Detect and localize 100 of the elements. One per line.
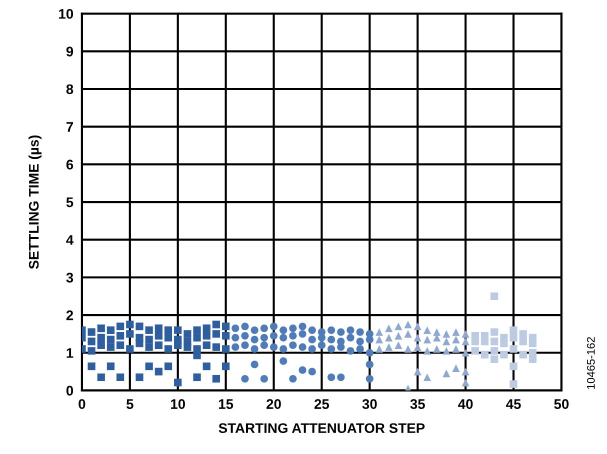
point: [432, 328, 441, 336]
x-tick-label: 15: [218, 399, 234, 409]
point: [337, 343, 345, 351]
point: [404, 345, 412, 353]
point: [260, 324, 268, 332]
point: [528, 355, 537, 363]
x-tick-label: 40: [458, 399, 473, 409]
x-tick-label: 20: [266, 399, 281, 409]
point: [510, 362, 518, 370]
point: [356, 345, 364, 353]
point: [308, 326, 316, 334]
point: [462, 338, 470, 346]
point: [346, 347, 354, 355]
point: [241, 374, 249, 383]
point: [366, 336, 374, 344]
point: [308, 345, 316, 353]
y-tick-label: 2: [66, 310, 74, 320]
point: [385, 324, 393, 332]
y-tick-label: 1: [66, 348, 74, 358]
x-tick-label: 25: [314, 399, 330, 409]
point: [250, 345, 258, 353]
point: [375, 345, 384, 353]
point: [250, 326, 258, 334]
x-axis-title: STARTING ATTENUATOR STEP: [218, 423, 425, 434]
point: [471, 338, 479, 346]
point: [327, 336, 336, 344]
point: [280, 357, 288, 365]
point: [289, 324, 297, 332]
point: [452, 336, 460, 344]
point: [528, 340, 537, 348]
text: 10465-162: [586, 337, 595, 389]
point: [250, 336, 258, 344]
point: [327, 373, 336, 382]
point: [394, 341, 402, 350]
point: [346, 326, 354, 334]
y-tick-label: 3: [66, 272, 74, 283]
point: [452, 364, 460, 372]
point: [250, 360, 258, 368]
x-tick-label: 0: [78, 399, 86, 409]
point: [337, 328, 345, 336]
point: [490, 292, 498, 300]
point: [462, 378, 470, 386]
point: [500, 350, 508, 358]
point: [298, 366, 306, 374]
point: [366, 374, 374, 383]
point: [519, 330, 527, 338]
point: [298, 330, 306, 338]
point: [327, 326, 336, 334]
point: [442, 370, 450, 378]
point: [280, 326, 288, 334]
point: [490, 338, 498, 346]
point: [490, 347, 498, 355]
y-tick-label: 10: [59, 8, 74, 19]
point: [519, 338, 527, 346]
point: [490, 328, 498, 336]
point: [280, 345, 288, 353]
point: [260, 341, 268, 350]
point: [241, 341, 249, 350]
y-tick-label: 9: [66, 46, 74, 56]
point: [452, 328, 460, 336]
y-tick-label: 7: [66, 122, 73, 132]
point: [462, 330, 470, 338]
y-tick-label: 5: [66, 198, 74, 208]
point: [500, 340, 508, 348]
point: [442, 338, 450, 346]
point: [452, 345, 460, 353]
point: [519, 350, 527, 358]
y-tick-label: 6: [66, 160, 74, 170]
point: [270, 322, 278, 330]
point: [414, 334, 422, 342]
point: [404, 320, 412, 328]
point: [462, 368, 470, 376]
point: [510, 380, 518, 388]
point: [289, 332, 297, 340]
point: [414, 343, 422, 351]
point: [423, 326, 432, 334]
point: [423, 336, 432, 344]
y-axis-title: SETTLING TIME (µs): [28, 135, 42, 269]
y-tick-label: 4: [66, 235, 74, 245]
point: [232, 343, 240, 351]
y-tick-label: 0: [66, 386, 74, 396]
x-tick-label: 45: [506, 399, 521, 409]
point: [327, 345, 336, 353]
point: [414, 368, 422, 376]
point: [442, 347, 450, 355]
point: [366, 348, 374, 357]
point: [480, 338, 489, 346]
point: [270, 332, 278, 340]
y-tick-label: 8: [66, 84, 74, 94]
point: [356, 328, 364, 336]
x-tick-label: 35: [410, 399, 425, 409]
point: [510, 334, 518, 342]
point: [385, 334, 393, 342]
x-tick-label: 50: [554, 399, 569, 409]
x-tick-label: 5: [126, 399, 134, 409]
x-tick-label: 10: [171, 399, 186, 409]
point: [356, 338, 364, 346]
point: [375, 336, 384, 344]
point: [423, 347, 432, 355]
point: [490, 355, 498, 363]
